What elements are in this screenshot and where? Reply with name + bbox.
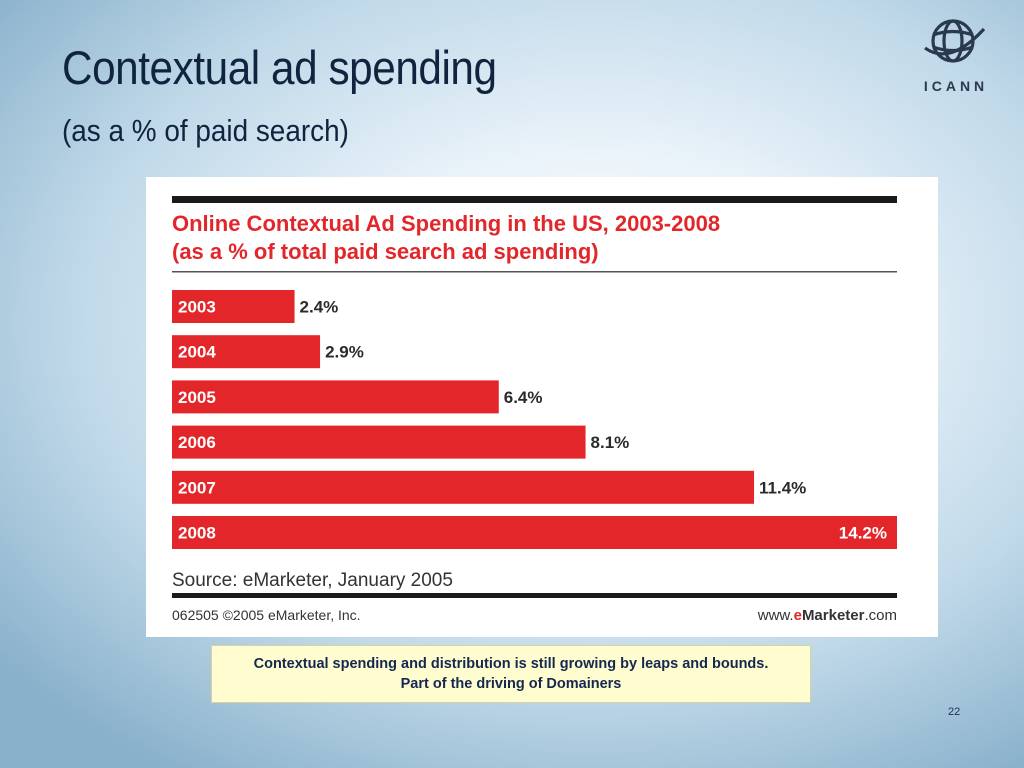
page-number: 22 [948,706,961,718]
bar-chart: Online Contextual Ad Spending in the US,… [172,196,897,624]
bar-2005 [172,380,499,414]
footer-brand-prefix: www. [757,607,794,624]
icann-logo: ICANN [906,14,1006,94]
bottom-rule [172,593,897,598]
value-label-2003: 2.4% [300,298,339,317]
footer-brand-name: Marketer [802,607,865,624]
category-label-2008: 2008 [178,524,216,543]
value-label-2008: 14.2% [839,524,887,543]
chart-copyright: 062505 ©2005 eMarketer, Inc. [172,607,361,623]
category-label-2003: 2003 [178,298,216,317]
slide-title: Contextual ad spending [62,41,497,94]
value-label-2004: 2.9% [325,343,364,362]
chart-title-line1: Online Contextual Ad Spending in the US,… [172,211,720,236]
slide-subtitle: (as a % of paid search) [62,113,349,148]
logo-text: ICANN [923,78,989,94]
footer-brand: www.eMarketer.com [757,607,897,624]
bar-2008 [172,516,897,549]
callout-line-1: Contextual spending and distribution is … [253,656,769,672]
callout-line-2: Part of the driving of Domainers [400,676,622,692]
top-rule [172,196,897,203]
category-label-2005: 2005 [178,388,216,407]
category-label-2006: 2006 [178,433,216,452]
value-label-2005: 6.4% [504,388,543,407]
globe-icon [924,19,986,63]
title-divider [172,271,897,273]
bar-2006 [172,425,586,459]
footer-brand-accent: e [794,607,802,624]
bar-2004 [172,335,321,369]
bar-2007 [172,470,755,504]
footer-brand-suffix: .com [864,607,897,624]
value-label-2007: 11.4% [759,478,806,497]
chart-source: Source: eMarketer, January 2005 [172,570,453,591]
bars-group: 2003 2.4% 2004 2.9% 2005 6.4% 2006 8.1% 2007 11.4… [172,290,897,549]
value-label-2006: 8.1% [591,433,630,452]
chart-panel: Online Contextual Ad Spending in the US,… [146,177,938,637]
chart-title-line2: (as a % of total paid search ad spending… [172,239,599,264]
category-label-2004: 2004 [178,343,216,362]
callout-box: Contextual spending and distribution is … [211,645,811,703]
bar-2003 [172,290,295,323]
category-label-2007: 2007 [178,478,216,497]
